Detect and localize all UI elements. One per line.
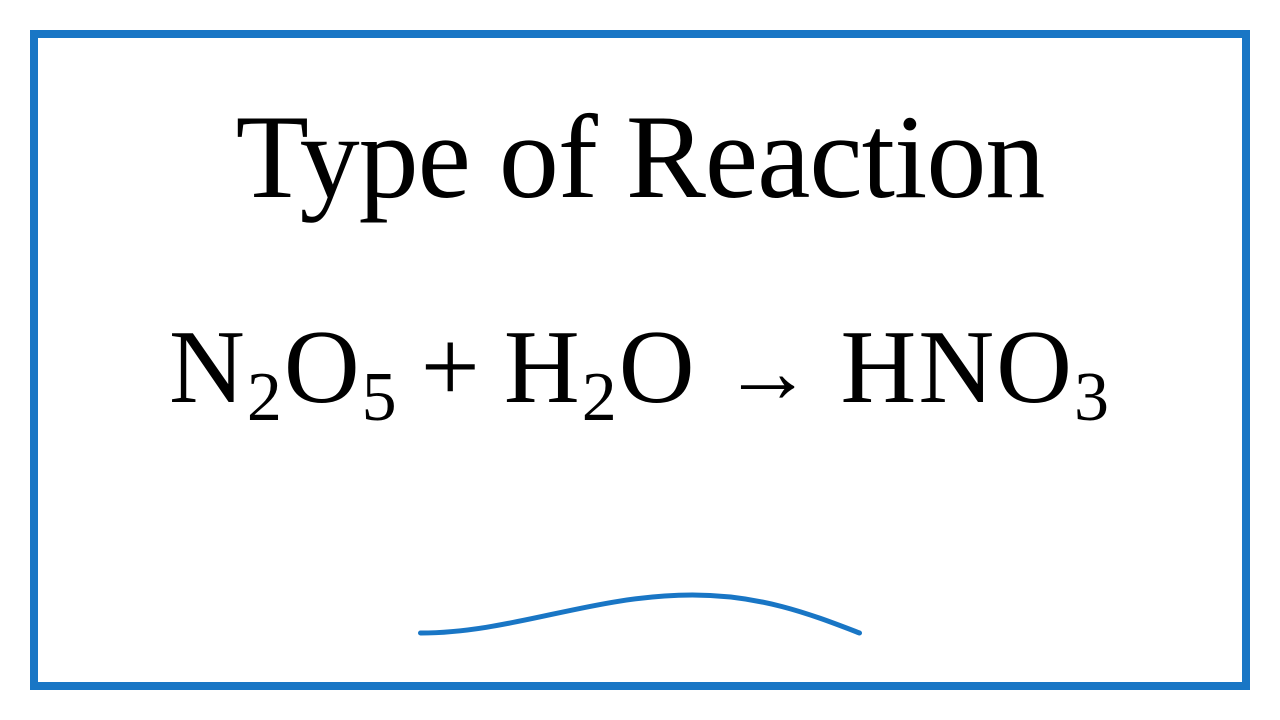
- reactant2-elem1: H: [504, 306, 582, 427]
- reactant1-elem2: O: [284, 306, 362, 427]
- product-sub: 3: [1074, 358, 1111, 438]
- reactant1-sub2: 5: [362, 358, 399, 438]
- reactant2-sub1: 2: [582, 358, 619, 438]
- reactant1-elem1: N: [169, 306, 247, 427]
- diagram-title: Type of Reaction: [236, 88, 1045, 226]
- product-elem: HNO: [841, 306, 1074, 427]
- reactant1-sub1: 2: [247, 358, 284, 438]
- reaction-arrow: →: [723, 321, 815, 424]
- chemical-equation: N 2 O 5 + H 2 O → HNO 3: [169, 306, 1111, 427]
- reactant2-elem2: O: [619, 306, 697, 427]
- plus-symbol: +: [421, 306, 482, 427]
- decorative-swish-icon: [413, 585, 868, 640]
- diagram-frame: Type of Reaction N 2 O 5 + H 2 O → HNO 3: [30, 30, 1250, 690]
